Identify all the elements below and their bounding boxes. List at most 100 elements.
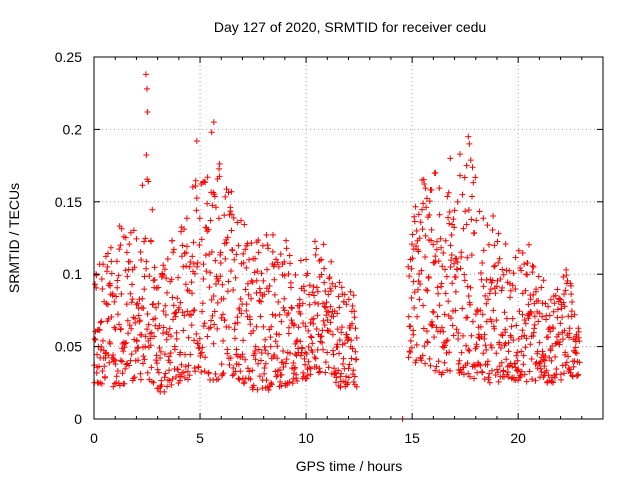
data-point (312, 355, 319, 362)
data-point (158, 382, 165, 389)
data-point (469, 193, 476, 200)
data-point (471, 375, 478, 382)
data-point (447, 263, 454, 270)
data-point (514, 357, 521, 364)
data-point (547, 296, 554, 303)
data-point (230, 214, 237, 221)
data-point (297, 257, 304, 264)
data-point (260, 277, 267, 284)
data-point (167, 349, 174, 356)
data-point (412, 203, 419, 210)
data-point (277, 378, 284, 385)
data-point (214, 299, 221, 306)
data-point (209, 202, 216, 209)
data-point (413, 341, 420, 348)
data-point (405, 313, 412, 320)
data-point (351, 314, 358, 321)
data-point (493, 350, 500, 357)
data-point (133, 338, 140, 345)
data-point (295, 324, 302, 331)
data-point (531, 321, 538, 328)
data-point (328, 258, 335, 265)
data-point (325, 291, 332, 298)
data-point (480, 247, 487, 254)
data-point (262, 347, 269, 354)
data-point (535, 318, 542, 325)
data-point (454, 198, 461, 205)
data-point (330, 313, 337, 320)
data-point (538, 368, 545, 375)
data-point (554, 286, 561, 293)
data-point (575, 371, 582, 378)
data-point (288, 304, 295, 311)
data-point (471, 362, 478, 369)
data-point (162, 311, 169, 318)
data-point (290, 375, 297, 382)
data-point (503, 315, 510, 322)
data-point (557, 320, 564, 327)
data-point (406, 273, 413, 280)
data-point (467, 301, 474, 308)
x-tick-label: 0 (90, 430, 98, 446)
data-point (568, 308, 575, 315)
data-point (349, 303, 356, 310)
data-point (508, 334, 515, 341)
data-point (352, 348, 359, 355)
data-point (495, 378, 502, 385)
data-point (144, 109, 151, 116)
data-point (258, 349, 265, 356)
data-point (253, 277, 260, 284)
data-point (479, 369, 486, 376)
data-point (189, 183, 196, 190)
data-point (300, 369, 307, 376)
data-point (567, 280, 574, 287)
data-point (112, 361, 119, 368)
data-point (536, 310, 543, 317)
data-point (283, 237, 290, 244)
data-point (519, 290, 526, 297)
data-point (273, 256, 280, 263)
data-point (143, 258, 150, 265)
data-point (206, 284, 213, 291)
data-point (458, 349, 465, 356)
data-point (480, 350, 487, 357)
data-point (320, 317, 327, 324)
data-point (302, 323, 309, 330)
data-point (442, 342, 449, 349)
data-point (111, 298, 118, 305)
data-point (155, 369, 162, 376)
data-point (257, 289, 264, 296)
data-point (558, 376, 565, 383)
data-point (481, 335, 488, 342)
data-point (283, 245, 290, 252)
data-point (96, 327, 103, 334)
data-point (318, 271, 325, 278)
data-point (455, 329, 462, 336)
data-point (453, 326, 460, 333)
data-point (236, 306, 243, 313)
data-point (434, 313, 441, 320)
data-point (552, 353, 559, 360)
data-point (457, 172, 464, 179)
data-point (333, 374, 340, 381)
data-point (531, 313, 538, 320)
data-point (525, 301, 532, 308)
data-point (263, 377, 270, 384)
y-tick-label: 0.1 (63, 266, 83, 282)
data-point (322, 304, 329, 311)
data-point (405, 354, 412, 361)
data-point (546, 354, 553, 361)
data-point (275, 299, 282, 306)
data-point (517, 372, 524, 379)
data-point (309, 289, 316, 296)
data-point (179, 242, 186, 249)
data-point (288, 317, 295, 324)
data-point (261, 364, 268, 371)
data-point (443, 350, 450, 357)
data-point (306, 364, 313, 371)
data-point (468, 332, 475, 339)
data-point (115, 272, 122, 279)
data-point (547, 328, 554, 335)
data-point (463, 342, 470, 349)
data-point (194, 263, 201, 270)
